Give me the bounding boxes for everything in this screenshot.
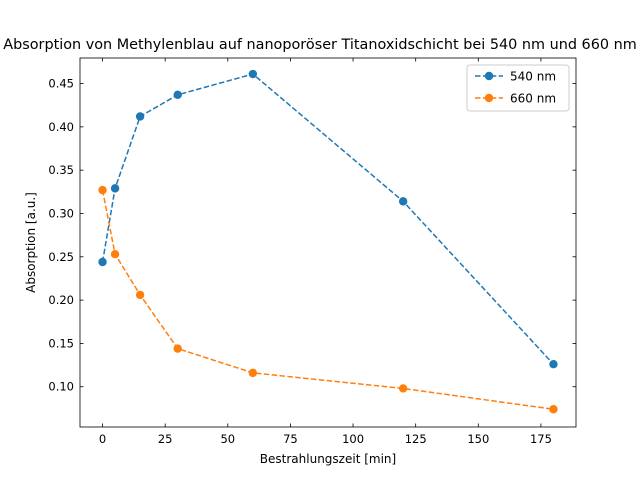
data-point (98, 257, 107, 267)
x-axis-ticks: 0 25 50 75 100 125 150 175 (99, 58, 552, 446)
data-point (135, 112, 145, 121)
plot-area (98, 69, 558, 414)
x-axis-label: Bestrahlungszeit [min] (260, 452, 396, 466)
x-tick-label: 175 (530, 432, 552, 446)
legend-label: 540 nm (510, 70, 556, 84)
legend-marker (484, 93, 494, 103)
data-point (248, 69, 258, 79)
data-point (398, 384, 408, 393)
data-point (110, 249, 120, 259)
y-tick-label: 0.35 (48, 163, 74, 177)
data-point (549, 360, 558, 369)
y-tick-label: 0.25 (48, 250, 74, 264)
legend-marker (484, 71, 494, 81)
y-tick-label: 0.45 (48, 77, 74, 91)
x-tick-label: 75 (283, 432, 298, 446)
data-point (98, 185, 107, 195)
y-tick-label: 0.30 (48, 206, 74, 220)
y-tick-label: 0.20 (48, 293, 74, 307)
chart-title: Absorption von Methylenblau auf nanoporö… (3, 37, 636, 53)
x-tick-label: 150 (467, 432, 489, 446)
y-tick-label: 0.40 (48, 120, 74, 134)
data-point (173, 344, 182, 353)
legend: 540 nm 660 nm (466, 64, 570, 112)
data-point (549, 405, 558, 414)
y-tick-label: 0.10 (48, 380, 74, 394)
data-point (110, 184, 120, 193)
x-tick-label: 0 (99, 432, 106, 446)
y-axis-label: Absorption [a.u.] (24, 192, 38, 293)
plot-frame (79, 57, 577, 428)
x-tick-label: 50 (220, 432, 235, 446)
legend-label: 660 nm (510, 92, 556, 106)
data-point (135, 290, 145, 300)
y-axis-ticks: 0.10 0.15 0.20 0.25 0.30 0.35 0.40 0.45 (48, 77, 576, 394)
data-point (398, 197, 408, 206)
data-point (173, 90, 182, 100)
x-tick-label: 25 (158, 432, 173, 446)
x-tick-label: 125 (405, 432, 427, 446)
y-tick-label: 0.15 (48, 336, 74, 350)
data-point (248, 368, 258, 378)
x-tick-label: 100 (342, 432, 364, 446)
